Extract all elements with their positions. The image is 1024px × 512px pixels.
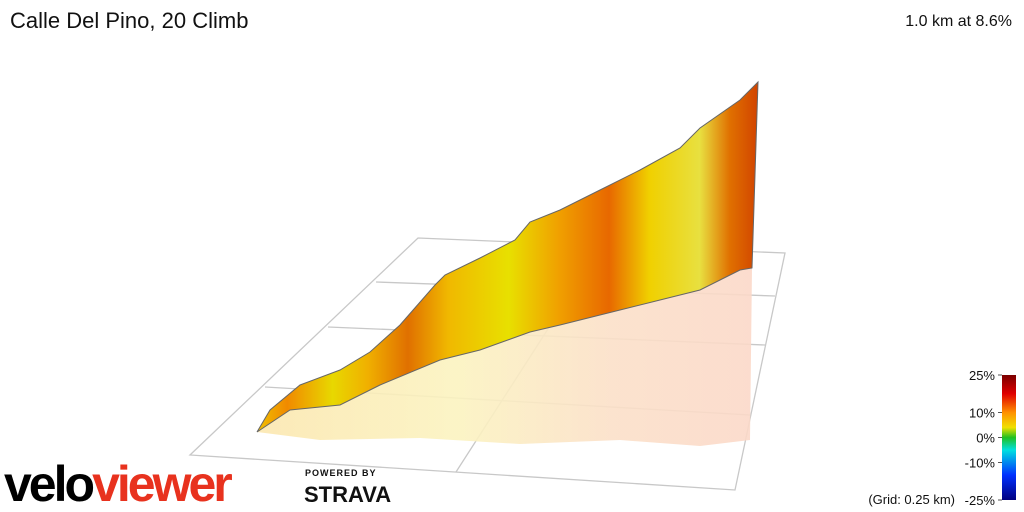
legend-tick-label: 0% — [976, 431, 995, 446]
profile-shadow — [257, 268, 752, 446]
logo-dark: velo — [4, 456, 94, 512]
logo: veloviewer — [4, 456, 232, 512]
legend-tick-label: 10% — [969, 406, 995, 421]
legend: 25% 10% 0% -10% -25% — [965, 368, 1002, 508]
profile-wall — [256, 80, 759, 433]
legend-tick-label: -25% — [965, 493, 996, 508]
title: Calle Del Pino, 20 Climb — [10, 8, 248, 33]
grid-note: (Grid: 0.25 km) — [868, 492, 955, 507]
legend-tick-label: -10% — [965, 456, 996, 471]
legend-tick-label: 25% — [969, 368, 995, 383]
strava: STRAVA — [304, 482, 391, 507]
color-bar — [1002, 375, 1016, 500]
summary: 1.0 km at 8.6% — [905, 13, 1012, 30]
powered-by: POWERED BY — [305, 468, 377, 478]
logo-red: viewer — [92, 456, 232, 512]
